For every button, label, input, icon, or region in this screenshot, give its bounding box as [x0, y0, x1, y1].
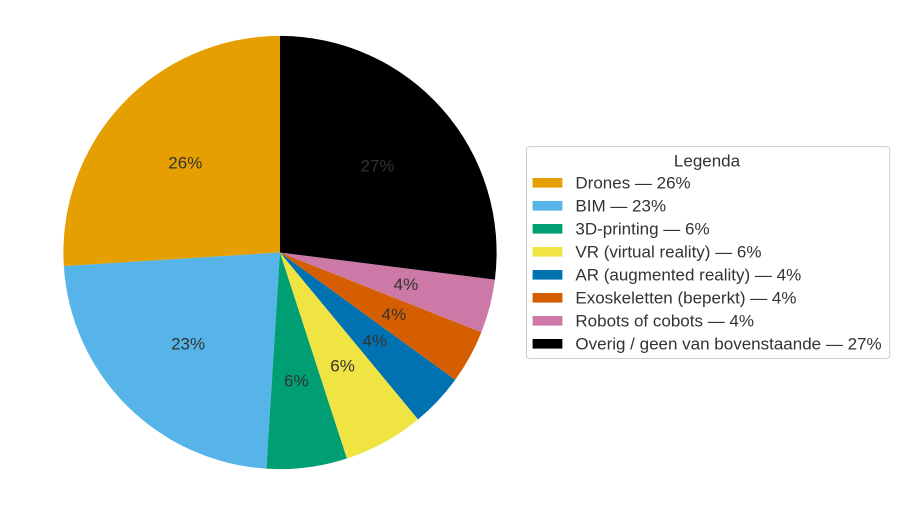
svg-text:VR (virtual reality) — 6%: VR (virtual reality) — 6%	[575, 243, 761, 262]
svg-text:4%: 4%	[382, 305, 407, 324]
svg-text:Exoskeletten (beperkt) — 4%: Exoskeletten (beperkt) — 4%	[575, 289, 796, 308]
svg-text:6%: 6%	[330, 357, 355, 376]
svg-text:AR (augmented reality) — 4%: AR (augmented reality) — 4%	[575, 266, 801, 285]
svg-text:27%: 27%	[360, 157, 394, 176]
svg-text:3D-printing — 6%: 3D-printing — 6%	[575, 220, 709, 239]
svg-text:4%: 4%	[362, 332, 387, 351]
svg-text:BIM — 23%: BIM — 23%	[575, 197, 666, 216]
svg-text:Overig / geen van bovenstaande: Overig / geen van bovenstaande — 27%	[575, 335, 881, 354]
svg-text:23%: 23%	[171, 335, 205, 354]
svg-text:6%: 6%	[284, 372, 309, 391]
svg-text:Legenda: Legenda	[674, 151, 741, 170]
svg-text:4%: 4%	[394, 275, 419, 294]
svg-text:Drones — 26%: Drones — 26%	[575, 174, 690, 193]
svg-text:26%: 26%	[168, 154, 202, 173]
svg-text:Robots of cobots — 4%: Robots of cobots — 4%	[575, 312, 754, 331]
